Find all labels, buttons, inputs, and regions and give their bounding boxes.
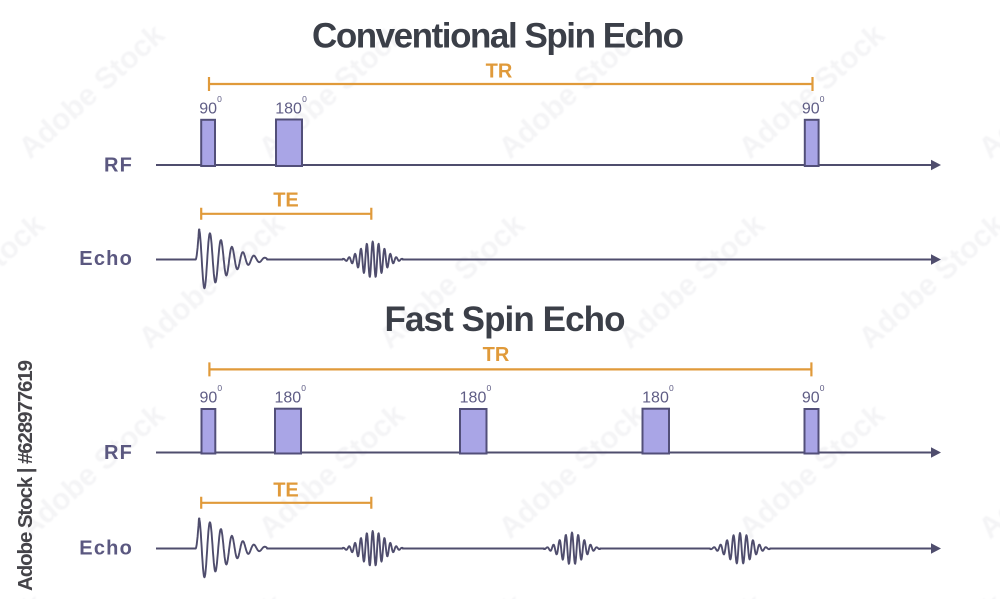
svg-text:0: 0 [820, 94, 825, 104]
svg-text:RF: RF [104, 442, 133, 464]
svg-text:90: 90 [802, 101, 820, 118]
svg-text:0: 0 [669, 383, 674, 393]
svg-text:0: 0 [487, 383, 492, 393]
svg-text:90: 90 [802, 389, 820, 406]
svg-text:0: 0 [302, 94, 307, 104]
svg-text:90: 90 [199, 101, 217, 118]
svg-text:TE: TE [273, 480, 299, 502]
svg-text:0: 0 [301, 383, 306, 393]
svg-text:TR: TR [486, 61, 513, 83]
svg-text:0: 0 [217, 94, 222, 104]
svg-text:Echo: Echo [79, 538, 133, 560]
svg-text:180: 180 [275, 101, 302, 118]
svg-text:180: 180 [274, 389, 301, 406]
svg-text:Fast Spin Echo: Fast Spin Echo [385, 300, 626, 339]
svg-text:0: 0 [217, 383, 222, 393]
svg-text:180: 180 [460, 389, 487, 406]
svg-text:Adobe Stock | #628977619: Adobe Stock | #628977619 [14, 360, 37, 591]
svg-text:TE: TE [273, 190, 299, 212]
svg-text:Echo: Echo [79, 248, 133, 270]
svg-text:180: 180 [642, 389, 669, 406]
svg-text:90: 90 [200, 389, 218, 406]
svg-text:RF: RF [104, 154, 133, 176]
svg-text:TR: TR [483, 344, 510, 366]
svg-text:Conventional Spin Echo: Conventional Spin Echo [312, 17, 684, 56]
svg-text:0: 0 [820, 383, 825, 393]
